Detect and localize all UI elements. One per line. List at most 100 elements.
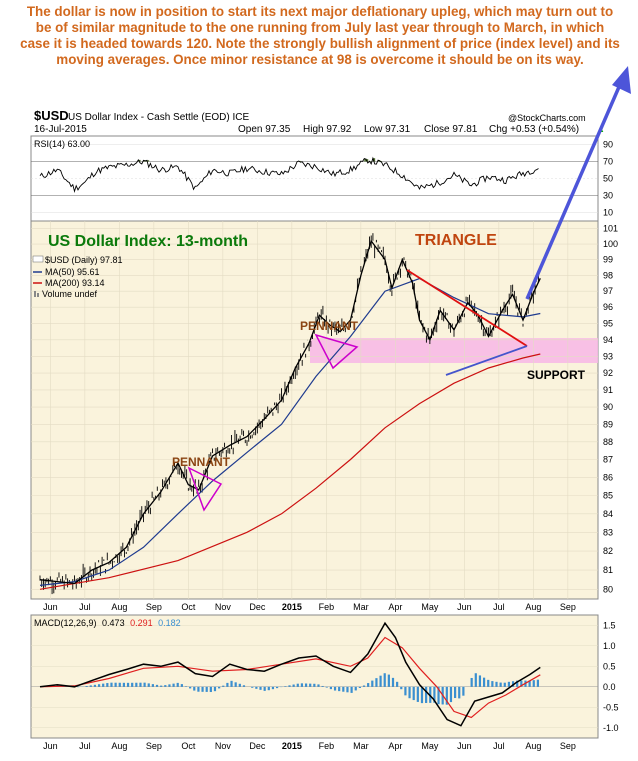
- macd-hist-bar: [151, 684, 154, 687]
- support-label: SUPPORT: [527, 368, 586, 382]
- triangle-label: TRIANGLE: [415, 232, 497, 249]
- macd-hist-bar: [325, 686, 328, 688]
- macd-y-tick: 0.0: [603, 682, 616, 692]
- commentary-text: The dollar is now in position to start i…: [20, 4, 620, 67]
- macd-hist-bar: [213, 686, 217, 692]
- legend-volume: Volume undef: [42, 289, 98, 299]
- macd-hist-bar: [404, 686, 407, 696]
- price-y-tick: 85: [603, 490, 613, 500]
- rsi-overbought-fill: [138, 159, 141, 162]
- x-tick-label: 2015: [282, 602, 302, 612]
- rsi-line: [39, 156, 539, 193]
- macd-y-tick: 1.0: [603, 641, 616, 651]
- macd-hist-bar: [209, 686, 212, 693]
- macd-hist-bar: [408, 686, 411, 699]
- price-y-tick: 90: [603, 402, 613, 412]
- macd-hist-bar: [263, 686, 266, 691]
- macd-label: MACD(12,26,9): [34, 618, 97, 628]
- header-symbol: $USD: [34, 108, 69, 123]
- macd-hist-bar: [97, 684, 101, 687]
- forecast-arrowhead-icon: [612, 66, 631, 94]
- price-x-ticks: Jun Jul Aug Sep Oct Nov Dec 2015 Feb Mar Apr May Jun…: [43, 602, 576, 612]
- macd-hist-bar: [516, 680, 519, 687]
- rsi-y-tick: 90: [603, 140, 613, 150]
- macd-hist-bar: [189, 686, 192, 689]
- rsi-overbought-fill: [145, 160, 148, 162]
- volume-legend-icon-b: [37, 293, 39, 297]
- legend-price: $USD (Daily) 97.81: [45, 255, 123, 265]
- macd-y-tick: 1.5: [603, 620, 616, 630]
- macd-hist-bar: [478, 675, 482, 687]
- price-y-tick: 94: [603, 335, 613, 345]
- macd-hist-bar: [387, 674, 390, 687]
- macd-hist-bar: [122, 682, 125, 687]
- macd-hist-bar: [507, 681, 511, 687]
- macd-hist-bar: [367, 683, 370, 687]
- macd-hist-bar: [288, 685, 291, 687]
- macd-hist-bar: [420, 686, 424, 704]
- price-y-tick: 84: [603, 509, 613, 519]
- header-date: 16-Jul-2015: [34, 124, 87, 135]
- macd-hist-bar: [350, 686, 353, 693]
- macd-y-tick: 0.5: [603, 661, 616, 671]
- macd-value: 0.473: [102, 618, 125, 628]
- price-y-tick: 101: [603, 224, 618, 234]
- pennant-1-shape: [187, 466, 223, 512]
- macd-hist-bar: [470, 677, 473, 687]
- x-tick-label: Aug: [525, 602, 541, 612]
- macd-hist-bar: [193, 686, 196, 691]
- price-y-tick: 91: [603, 385, 613, 395]
- macd-hist-bar: [172, 683, 175, 687]
- macd-hist-bar: [110, 682, 113, 687]
- x-tick-label: Jun: [43, 602, 58, 612]
- macd-hist-bar: [536, 679, 539, 687]
- macd-hist-bar: [242, 685, 246, 687]
- ma50-line: [39, 277, 541, 586]
- pennant-label-2: PENNANT: [300, 319, 359, 333]
- macd-hist-bar: [114, 682, 117, 687]
- triangle-top-line: [406, 269, 528, 347]
- header-high: High 97.92: [303, 124, 352, 135]
- x-tick-label: Jun: [457, 602, 472, 612]
- macd-hist-bar: [135, 682, 138, 687]
- macd-y-tick: -0.5: [603, 702, 619, 712]
- x-tick-label: Feb: [319, 602, 335, 612]
- price-y-tick: 100: [603, 239, 618, 249]
- pennant-2-shape: [314, 333, 359, 370]
- macd-hist-bar: [147, 683, 150, 687]
- macd-hist-bar: [391, 677, 395, 687]
- x-tick-label: Sep: [146, 602, 162, 612]
- rsi-y-tick: 10: [603, 208, 613, 218]
- macd-legend: MACD(12,26,9) 0.473 0.291 0.182: [34, 618, 181, 628]
- x-tick-label: Nov: [215, 602, 232, 612]
- macd-hist-bar: [375, 678, 378, 687]
- legend-ma200: MA(200) 93.14: [45, 278, 105, 288]
- macd-hist-bar: [379, 675, 382, 687]
- rsi-overbought-fill: [364, 158, 367, 162]
- macd-hist-bar: [462, 686, 465, 696]
- x-tick-label: 2015: [282, 741, 302, 751]
- macd-hist-bar: [304, 683, 308, 687]
- macd-hist-bar: [176, 682, 179, 687]
- x-tick-label: Apr: [388, 602, 402, 612]
- rsi-overbought-fill: [372, 158, 376, 162]
- price-y-tick: 96: [603, 302, 613, 312]
- macd-hist-bar: [425, 686, 428, 703]
- watermark: @StockCharts.com: [508, 113, 586, 123]
- header-chg: Chg +0.53 (+0.54%): [489, 124, 579, 135]
- macd-hist-bar: [251, 686, 254, 688]
- x-tick-label: Aug: [111, 741, 127, 751]
- macd-hist-bar: [259, 686, 262, 690]
- price-y-tick: 92: [603, 368, 613, 378]
- macd-hist-bar: [222, 685, 225, 687]
- macd-hist-bar: [371, 680, 374, 687]
- macd-hist-bar: [474, 673, 477, 687]
- macd-hist-bar: [482, 677, 486, 687]
- macd-hist-bar: [180, 684, 183, 687]
- header-low: Low 97.31: [364, 124, 411, 135]
- macd-hist-bar: [354, 686, 357, 691]
- macd-hist-bar: [85, 685, 88, 687]
- rsi-label: RSI(14) 63.00: [34, 139, 90, 149]
- x-tick-label: Jun: [43, 741, 58, 751]
